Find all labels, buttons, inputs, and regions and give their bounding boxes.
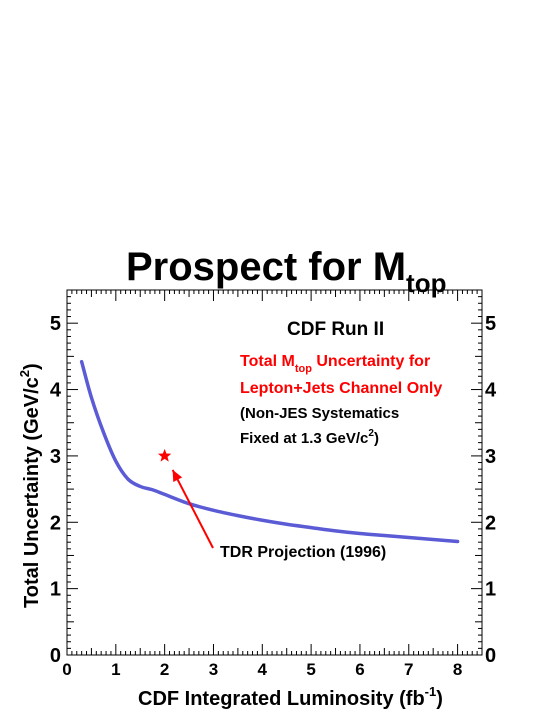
x-tick-label: 5 xyxy=(306,660,315,679)
plot-frame xyxy=(66,289,483,656)
x-tick-label: 0 xyxy=(62,660,71,679)
chart-title: Prospect for Mtop xyxy=(126,245,446,298)
y-axis-label-end: ) xyxy=(21,363,43,370)
axis-tick-labels: 0 1 2 3 4 5 6 7 80 01 12 23 34 45 5 xyxy=(50,313,497,679)
x-axis-label-sup: -1 xyxy=(425,684,437,699)
annotation-red-line1-sub: top xyxy=(295,363,312,375)
tdr-arrowhead xyxy=(172,469,183,482)
y-tick-label: 1 xyxy=(50,579,61,601)
annotation-note-line2-b: ) xyxy=(374,430,379,447)
chart-title-sub: top xyxy=(406,268,446,298)
y-tick-label-right: 4 xyxy=(485,380,497,402)
x-tick-label: 6 xyxy=(355,660,364,679)
tdr-arrow xyxy=(171,469,214,549)
y-tick-label-right: 0 xyxy=(485,645,496,667)
y-tick-label-right: 5 xyxy=(485,313,496,335)
chart-title-main: Prospect for M xyxy=(126,245,406,289)
annotation-note-line2: Fixed at 1.3 GeV/c2) xyxy=(240,428,379,447)
annotation-red-line1-b: Uncertainty for xyxy=(312,353,430,370)
x-tick-label: 4 xyxy=(258,660,268,679)
annotation-red-line2: Lepton+Jets Channel Only xyxy=(240,380,442,397)
x-tick-label: 1 xyxy=(111,660,120,679)
annotation-run: CDF Run II xyxy=(287,319,384,340)
x-tick-label: 8 xyxy=(453,660,462,679)
x-axis-label-main: CDF Integrated Luminosity (fb xyxy=(138,688,425,710)
x-tick-label: 3 xyxy=(209,660,218,679)
x-axis-label: CDF Integrated Luminosity (fb-1) xyxy=(138,684,443,710)
y-axis-label-sup: 2 xyxy=(17,370,32,377)
y-tick-label: 2 xyxy=(50,512,61,534)
x-tick-label: 7 xyxy=(404,660,413,679)
annotation-red-line1-a: Total M xyxy=(240,353,295,370)
y-tick-label-right: 2 xyxy=(485,512,496,534)
y-tick-label: 0 xyxy=(50,645,61,667)
x-tick-label: 2 xyxy=(160,660,169,679)
x-axis-label-end: ) xyxy=(436,688,443,710)
y-axis-label: Total Uncertainty (GeV/c2) xyxy=(17,363,43,608)
tdr-star-marker xyxy=(157,448,172,462)
annotation-note-line1: (Non-JES Systematics xyxy=(240,405,399,422)
y-tick-label: 5 xyxy=(50,313,61,335)
annotation-note-line2-a: Fixed at 1.3 GeV/c xyxy=(240,430,368,447)
series-line xyxy=(79,359,460,544)
y-tick-label-right: 1 xyxy=(485,579,496,601)
tdr-projection-label: TDR Projection (1996) xyxy=(220,544,386,561)
y-axis-label-main: Total Uncertainty (GeV/c xyxy=(21,377,43,608)
annotation-note-line2-sup: 2 xyxy=(368,428,374,439)
y-tick-label-right: 3 xyxy=(485,446,496,468)
axis-ticks xyxy=(66,289,483,656)
annotation-red-line1: Total Mtop Uncertainty for xyxy=(240,353,430,375)
y-tick-label: 4 xyxy=(50,380,62,402)
y-tick-label: 3 xyxy=(50,446,61,468)
